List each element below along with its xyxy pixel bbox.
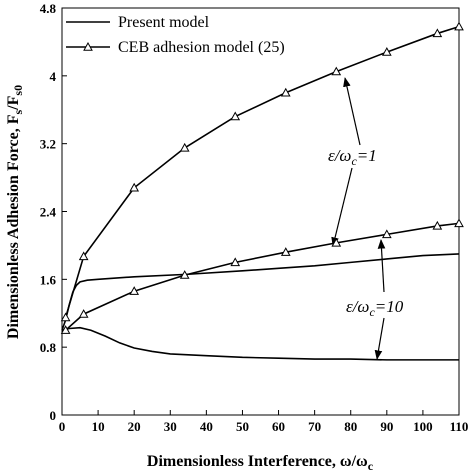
annotation-arrow (377, 239, 386, 293)
legend-marker (83, 41, 93, 51)
annotation-arrow (343, 77, 361, 146)
y-tick-label: 1.6 (40, 272, 57, 287)
annotation: ε/ωc=1 (328, 146, 377, 168)
x-tick-label: 10 (92, 419, 105, 434)
point-marker (454, 21, 464, 31)
point-marker (179, 270, 190, 279)
y-tick-label: 4 (50, 69, 57, 84)
x-tick-label: 110 (450, 419, 469, 434)
point-marker (432, 220, 443, 230)
legend-label: Present model (118, 14, 210, 31)
point-marker (331, 237, 342, 247)
y-tick-label: 0 (50, 408, 57, 423)
x-tick-label: 20 (128, 419, 141, 434)
point-marker (129, 286, 140, 295)
point-marker (60, 325, 71, 334)
y-tick-label: 4.8 (40, 1, 57, 16)
point-marker (230, 111, 241, 121)
point-marker (179, 142, 190, 152)
series-line (61, 326, 459, 361)
point-marker (381, 47, 392, 56)
annotation: ε/ωc=10 (346, 297, 404, 319)
point-marker (78, 251, 89, 261)
x-tick-label: 40 (200, 419, 213, 434)
y-tick-label: 3.2 (40, 137, 56, 152)
series-line (65, 222, 460, 331)
point-marker (129, 182, 140, 192)
point-marker (454, 218, 464, 228)
point-marker (60, 312, 71, 322)
x-tick-label: 100 (413, 419, 433, 434)
point-marker (230, 257, 241, 267)
y-tick-label: 2.4 (40, 205, 57, 220)
y-tick-label: 0.8 (40, 340, 57, 355)
series-line (64, 25, 460, 318)
point-marker (381, 229, 392, 239)
point-marker (280, 247, 291, 256)
series-line (61, 253, 460, 331)
legend-label: CEB adhesion model (25) (118, 39, 285, 56)
point-marker (78, 309, 89, 318)
x-tick-label: 60 (272, 419, 285, 434)
x-tick-label: 90 (380, 419, 393, 434)
x-tick-label: 0 (59, 419, 66, 434)
y-axis-title: Dimensionless Adhesion Force, Fs/Fs0 (5, 85, 25, 339)
annotation-arrow (331, 167, 353, 247)
x-tick-label: 30 (164, 419, 177, 434)
plot-frame (61, 7, 460, 416)
point-marker (331, 66, 342, 76)
x-axis-title: Dimensionless Interference, ω/ωc (147, 453, 374, 473)
point-marker (432, 28, 443, 38)
x-tick-label: 50 (236, 419, 249, 434)
x-tick-label: 70 (308, 419, 321, 434)
x-tick-label: 80 (344, 419, 357, 434)
point-marker (280, 87, 291, 97)
annotation-arrow (374, 317, 385, 360)
